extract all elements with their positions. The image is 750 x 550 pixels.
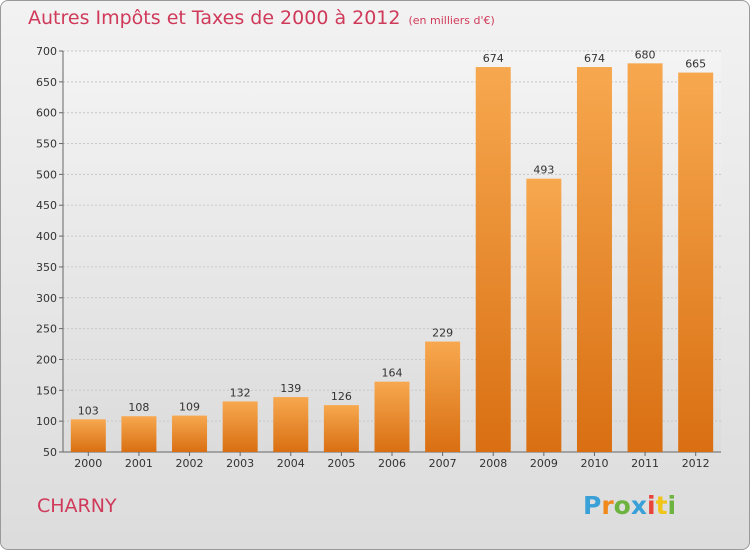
- chart-title: Autres Impôts et Taxes de 2000 à 2012 (en…: [28, 7, 495, 29]
- logo-letter: x: [630, 491, 647, 520]
- bar-2000: [70, 419, 106, 452]
- logo-letter: i: [647, 491, 656, 520]
- bar-2012: [678, 72, 714, 452]
- x-tick-label: 2000: [74, 457, 102, 470]
- data-label: 109: [179, 401, 200, 414]
- y-tick-label: 350: [36, 261, 57, 274]
- bar-2005: [323, 405, 359, 452]
- x-tick-label: 2006: [378, 457, 406, 470]
- x-tick-label: 2002: [176, 457, 204, 470]
- y-tick-label: 650: [36, 76, 57, 89]
- x-tick-label: 2005: [327, 457, 355, 470]
- logo-letter: r: [601, 491, 614, 520]
- data-label: 108: [128, 401, 149, 414]
- bar-2011: [627, 63, 663, 452]
- x-tick-label: 2008: [479, 457, 507, 470]
- data-label: 132: [230, 386, 251, 399]
- proxiti-logo: Proxiti: [583, 491, 676, 520]
- data-label: 229: [432, 327, 453, 340]
- y-tick-label: 200: [36, 353, 57, 366]
- y-tick-label: 50: [43, 446, 57, 459]
- y-tick-label: 500: [36, 168, 57, 181]
- bar-2001: [121, 416, 157, 452]
- y-tick-label: 150: [36, 384, 57, 397]
- data-label: 665: [685, 58, 706, 71]
- data-label: 493: [533, 164, 554, 177]
- logo-letter: o: [613, 491, 631, 520]
- y-tick-label: 400: [36, 230, 57, 243]
- bar-2004: [273, 397, 309, 452]
- bar-2002: [172, 415, 208, 452]
- chart-title-text: Autres Impôts et Taxes de 2000 à 2012: [28, 7, 401, 29]
- y-tick-label: 450: [36, 199, 57, 212]
- logo-letter: P: [583, 491, 602, 520]
- x-tick-label: 2011: [631, 457, 659, 470]
- x-tick-label: 2009: [530, 457, 558, 470]
- y-tick-label: 300: [36, 292, 57, 305]
- data-label: 103: [78, 404, 99, 417]
- commune-name: CHARNY: [37, 495, 117, 517]
- y-tick-label: 100: [36, 415, 57, 428]
- y-tick-label: 550: [36, 138, 57, 151]
- data-label: 680: [635, 48, 656, 61]
- data-label: 126: [331, 390, 352, 403]
- data-label: 674: [483, 52, 504, 65]
- bar-2008: [475, 67, 511, 452]
- data-label: 139: [280, 382, 301, 395]
- x-tick-label: 2004: [277, 457, 305, 470]
- data-label: 674: [584, 52, 605, 65]
- y-tick-label: 250: [36, 323, 57, 336]
- x-tick-label: 2010: [580, 457, 608, 470]
- chart-unit: (en milliers d'€): [408, 14, 495, 27]
- bar-2010: [576, 67, 612, 452]
- logo-letter: t: [655, 491, 668, 520]
- data-label: 164: [382, 367, 403, 380]
- x-tick-label: 2001: [125, 457, 153, 470]
- x-tick-label: 2012: [682, 457, 710, 470]
- bar-2003: [222, 401, 258, 452]
- logo-letter: i: [667, 491, 677, 520]
- y-tick-label: 700: [36, 45, 57, 58]
- x-tick-label: 2003: [226, 457, 254, 470]
- bar-2006: [374, 381, 410, 452]
- x-tick-label: 2007: [429, 457, 457, 470]
- bar-2007: [425, 341, 461, 452]
- bar-2009: [526, 178, 562, 453]
- y-tick-label: 600: [36, 107, 57, 120]
